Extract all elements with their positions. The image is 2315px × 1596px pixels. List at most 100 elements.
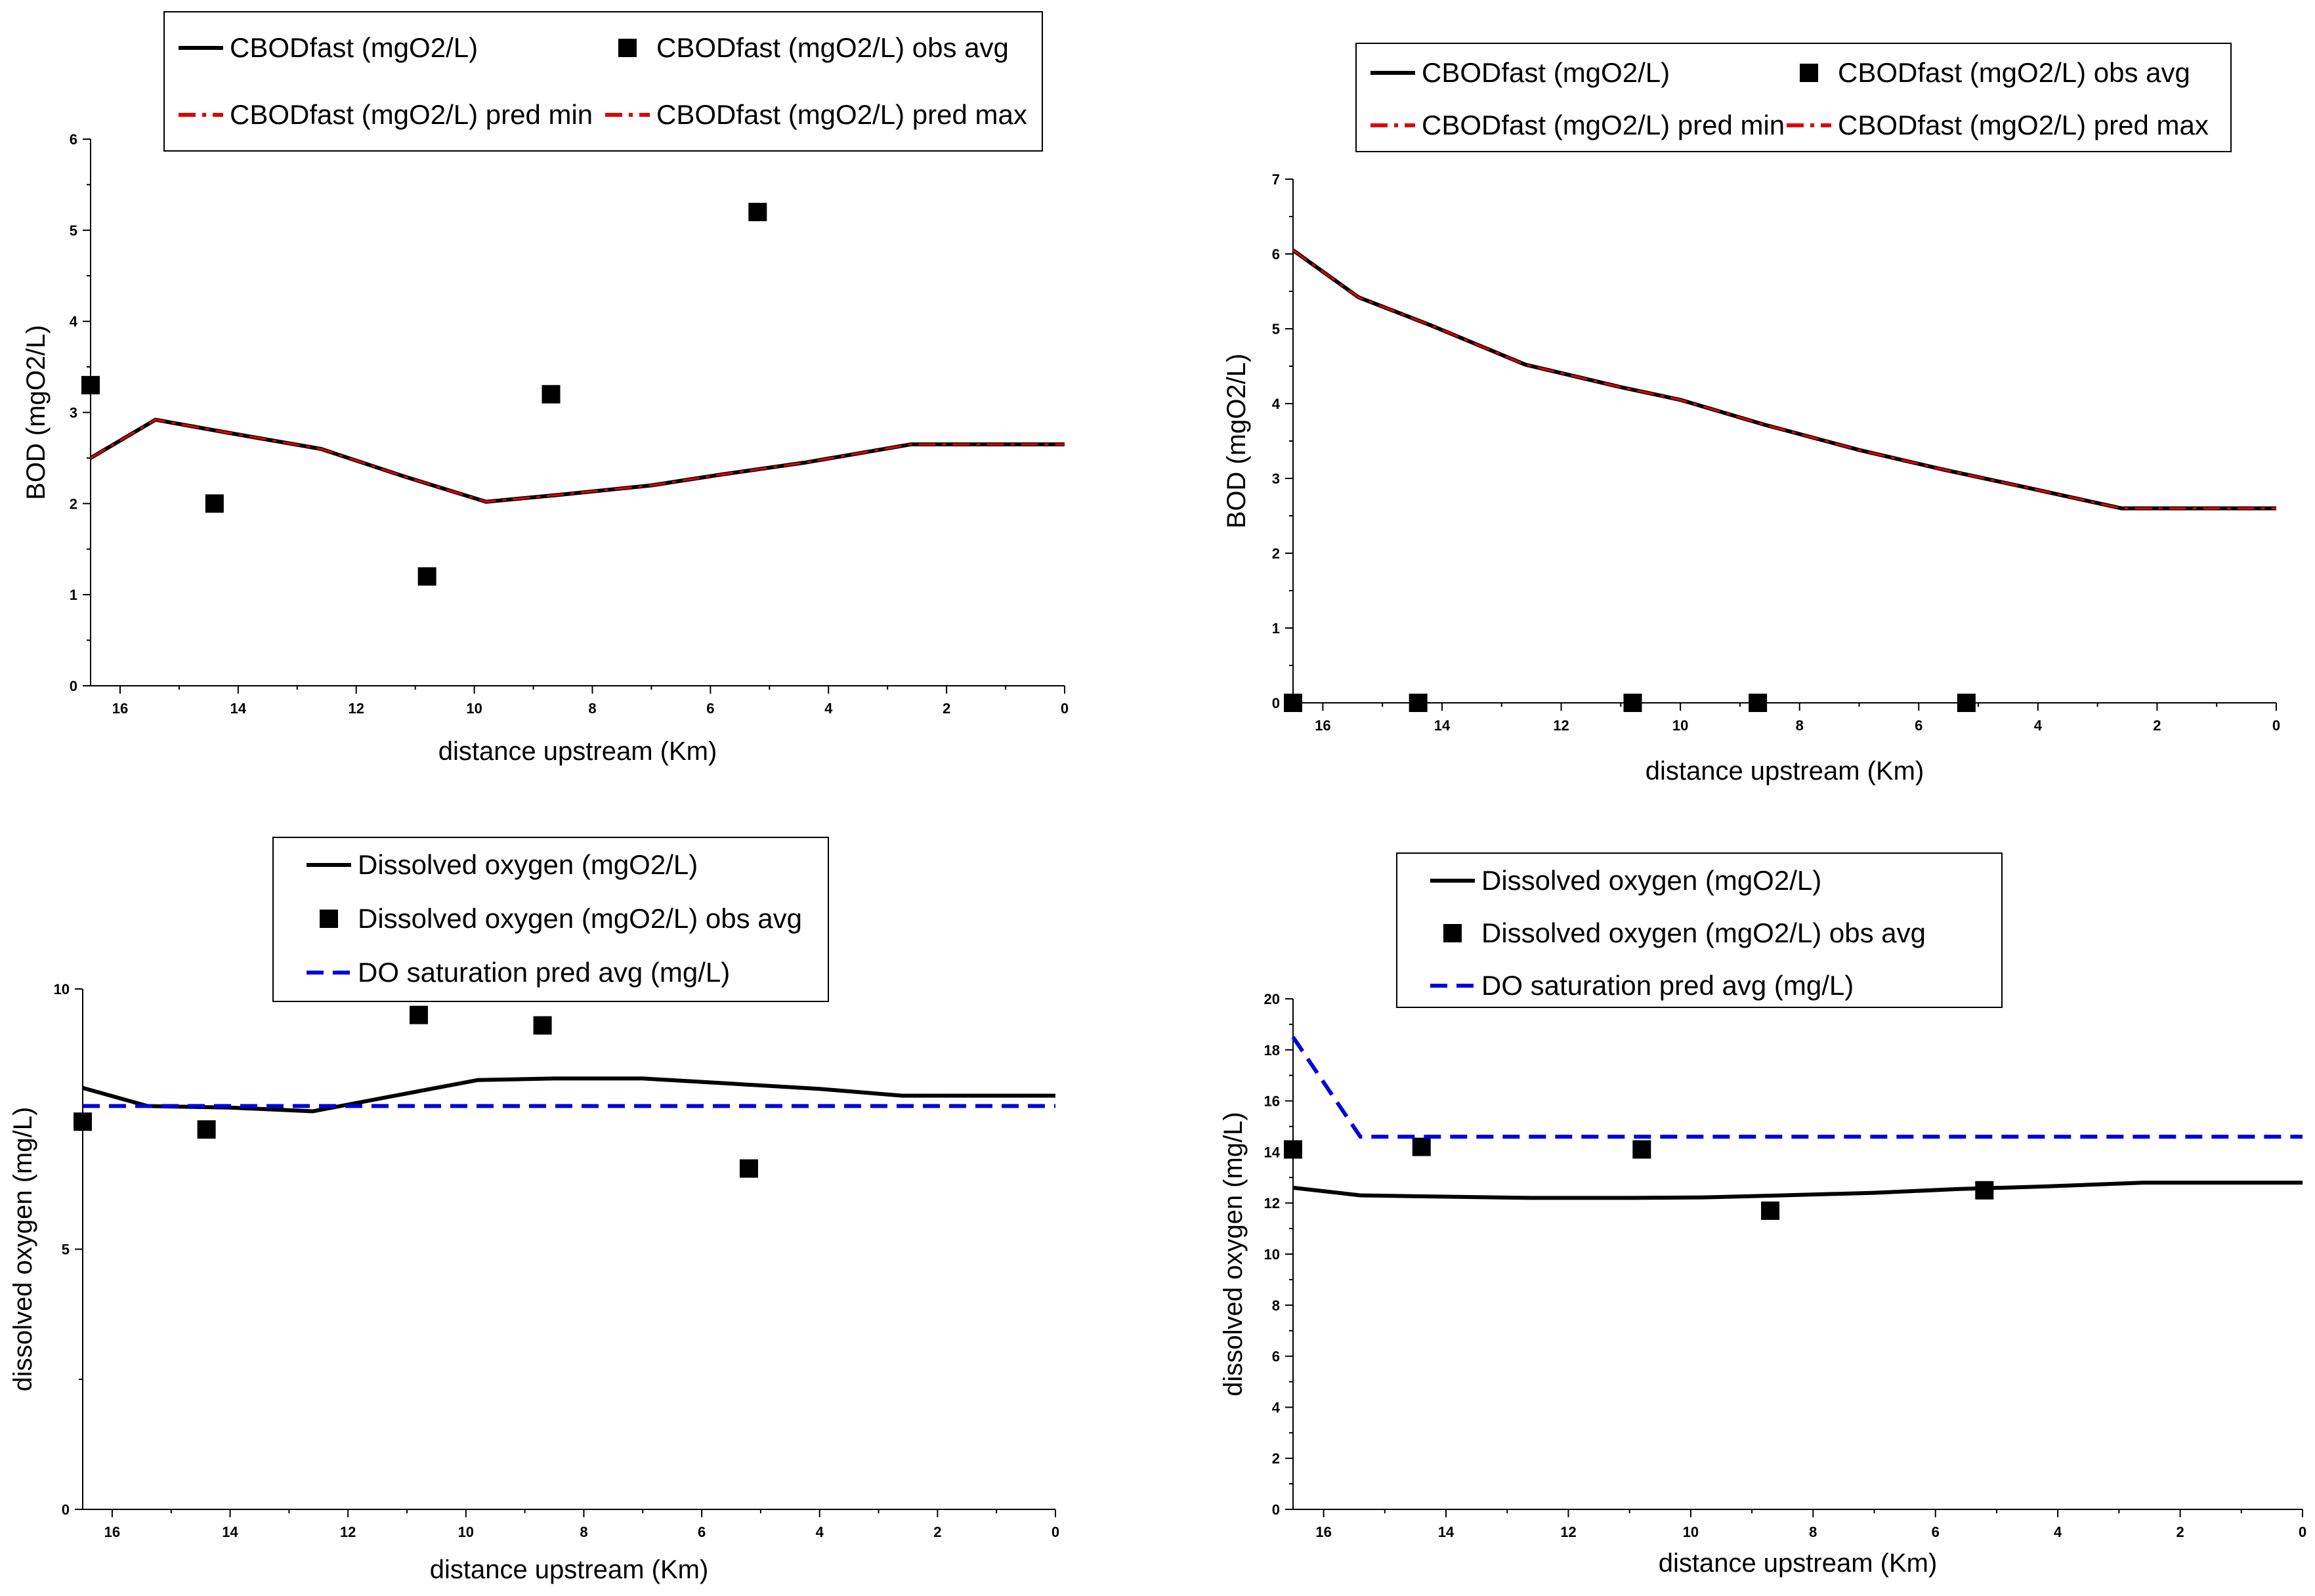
- obs-point: [739, 1159, 758, 1178]
- y-tick-label: 16: [1264, 1093, 1280, 1110]
- x-tick-label: 12: [340, 1524, 356, 1540]
- obs-point: [542, 385, 561, 404]
- x-tick-label: 16: [112, 700, 128, 717]
- legend-frame: [1396, 852, 2003, 1008]
- y-tick-label: 0: [70, 678, 77, 694]
- y-tick-label: 4: [70, 314, 78, 330]
- panel-do-a: 0 5 10 16 14 12 10 8 6 4 2 0 distance upstream (Km) d…: [9, 837, 1059, 1584]
- obs-point: [1409, 694, 1428, 712]
- y-tick-label: 3: [1272, 471, 1280, 487]
- y-tick-label: 2: [1272, 545, 1280, 562]
- y-tick-label: 10: [1264, 1246, 1280, 1263]
- x-tick-label: 6: [698, 1524, 706, 1540]
- legend-label: CBODfast (mgO2/L) pred max: [656, 99, 1027, 130]
- y-tick-label: 6: [70, 131, 77, 148]
- x-tick-label: 8: [588, 700, 596, 717]
- legend-frame: [1355, 43, 2232, 152]
- series-line: [1292, 1181, 2303, 1200]
- obs-point: [1284, 1140, 1302, 1159]
- y-tick-label: 1: [1272, 620, 1280, 637]
- x-tick-label: 6: [1932, 1524, 1940, 1540]
- legend-swatch: [618, 39, 637, 57]
- x-tick-label: 12: [1560, 1524, 1576, 1540]
- y-tick-label: 18: [1264, 1042, 1280, 1059]
- legend-label: CBODfast (mgO2/L) obs avg: [1838, 57, 2190, 88]
- obs-point: [197, 1120, 216, 1139]
- y-tick-label: 2: [70, 495, 77, 512]
- legend-label: Dissolved oxygen (mgO2/L): [358, 849, 698, 880]
- legend-frame: [163, 11, 1043, 152]
- x-tick-label: 0: [1061, 700, 1069, 717]
- x-tick-label: 2: [2176, 1524, 2184, 1540]
- x-tick-label: 6: [706, 700, 714, 717]
- x-tick-label: 2: [2153, 717, 2161, 734]
- obs-point: [1749, 694, 1768, 712]
- series-line: [1292, 249, 2276, 510]
- legend-swatch: [320, 910, 338, 928]
- obs-point: [417, 567, 436, 586]
- x-tick-label: 10: [458, 1524, 474, 1540]
- legend-frame: [272, 837, 829, 1002]
- obs-point: [409, 1005, 428, 1024]
- x-tick-label: 2: [943, 700, 950, 717]
- x-tick-label: 12: [348, 700, 364, 717]
- x-axis-title: distance upstream (Km): [438, 737, 717, 766]
- x-axis-title: distance upstream (Km): [1659, 1549, 1938, 1578]
- y-tick-label: 4: [1272, 1399, 1281, 1416]
- legend: CBODfast (mgO2/L) CBODfast (mgO2/L) obs a…: [163, 11, 1043, 152]
- y-tick-label: 20: [1264, 991, 1280, 1007]
- y-axis-title: BOD (mgO2/L): [22, 325, 51, 500]
- legend-label: CBODfast (mgO2/L) pred min: [230, 99, 593, 130]
- x-tick-label: 0: [1051, 1524, 1059, 1540]
- x-tick-label: 14: [1438, 1524, 1455, 1540]
- y-tick-label: 5: [70, 222, 77, 239]
- legend-label: CBODfast (mgO2/L) obs avg: [656, 32, 1009, 63]
- legend-label: DO saturation pred avg (mg/L): [1481, 970, 1854, 1001]
- x-tick-label: 14: [222, 1524, 238, 1540]
- x-tick-label: 14: [230, 700, 247, 717]
- y-tick-label: 14: [1264, 1144, 1281, 1160]
- obs-point: [1632, 1140, 1651, 1159]
- x-tick-label: 4: [816, 1524, 824, 1540]
- legend: CBODfast (mgO2/L) CBODfast (mgO2/L) obs a…: [1355, 43, 2232, 152]
- obs-point: [1957, 694, 1976, 712]
- y-tick-label: 12: [1264, 1195, 1280, 1211]
- y-tick-label: 4: [1272, 396, 1281, 412]
- series-line: [1292, 249, 2276, 510]
- y-tick-label: 2: [1272, 1450, 1280, 1467]
- legend-label: Dissolved oxygen (mgO2/L): [1481, 865, 1821, 896]
- x-tick-label: 4: [2034, 717, 2043, 734]
- series-line: [90, 419, 1065, 503]
- x-tick-label: 8: [1796, 717, 1804, 734]
- x-tick-label: 16: [1315, 717, 1330, 734]
- x-tick-label: 8: [1809, 1524, 1817, 1540]
- legend-label: Dissolved oxygen (mgO2/L) obs avg: [1481, 917, 1926, 948]
- x-axis-title: distance upstream (Km): [1646, 757, 1924, 786]
- series-line: [89, 417, 1065, 504]
- obs-point: [748, 203, 767, 222]
- legend-label: CBODfast (mgO2/L): [1422, 57, 1670, 88]
- x-tick-label: 16: [1315, 1524, 1331, 1540]
- legend-label: CBODfast (mgO2/L) pred min: [1422, 110, 1785, 140]
- obs-point: [1412, 1137, 1431, 1156]
- y-tick-label: 5: [62, 1242, 70, 1258]
- x-tick-label: 16: [104, 1524, 120, 1540]
- y-tick-label: 6: [1272, 1349, 1280, 1365]
- x-tick-label: 4: [2054, 1524, 2062, 1540]
- obs-point: [74, 1112, 92, 1131]
- x-tick-label: 8: [580, 1524, 587, 1540]
- legend-label: Dissolved oxygen (mgO2/L) obs avg: [358, 903, 802, 934]
- series-line: [1292, 248, 2276, 511]
- legend-swatch: [1800, 64, 1818, 82]
- x-tick-label: 10: [1683, 1524, 1699, 1540]
- legend-swatch: [1443, 924, 1462, 942]
- x-tick-label: 14: [1434, 717, 1451, 734]
- y-tick-label: 10: [54, 981, 70, 998]
- obs-point: [1975, 1181, 1994, 1200]
- x-tick-label: 4: [824, 700, 833, 717]
- x-tick-label: 0: [2299, 1524, 2306, 1540]
- y-axis-title: BOD (mgO2/L): [1222, 354, 1251, 529]
